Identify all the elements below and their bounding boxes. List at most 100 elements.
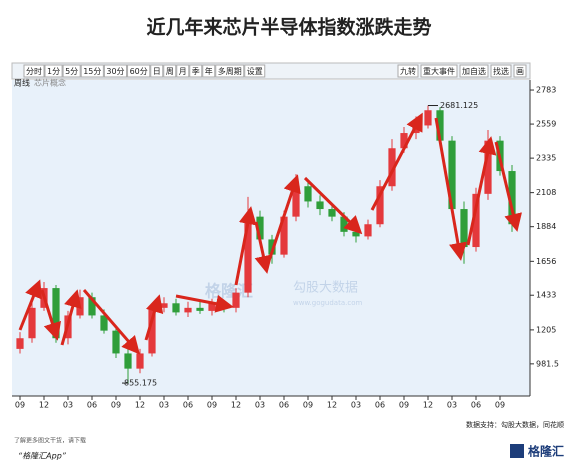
candle-body — [400, 133, 408, 149]
chart-title: 近几年来芯片半导体指数涨跌走势 — [146, 16, 431, 39]
toolbar-label: 年 — [205, 66, 213, 76]
toolbar-button[interactable] — [490, 64, 512, 78]
y-tick-label: 1884 — [536, 222, 556, 231]
toolbar-button[interactable] — [244, 64, 266, 78]
toolbar-button[interactable] — [189, 64, 203, 78]
arrow — [18, 279, 42, 331]
x-tick-label: 06 — [279, 401, 289, 410]
x-tick-label: 03 — [447, 401, 457, 410]
candle-body — [148, 307, 156, 354]
candle-body — [124, 353, 132, 369]
toolbar-button[interactable] — [103, 64, 128, 78]
min-label: 855.175 — [124, 379, 157, 388]
y-tick-label: 1656 — [536, 257, 556, 266]
x-tick-label: 12 — [423, 401, 433, 410]
candle-body — [112, 330, 120, 354]
arrow — [82, 289, 140, 355]
x-tick-label: 06 — [87, 401, 97, 410]
candle-body — [232, 292, 240, 308]
toolbar-button[interactable] — [150, 64, 164, 78]
candle-body — [280, 216, 288, 255]
x-tick-label: 06 — [375, 401, 385, 410]
candle-body — [136, 353, 144, 369]
toolbar-button[interactable] — [176, 64, 190, 78]
toolbar-button[interactable] — [420, 64, 458, 78]
toolbar-label: 30分 — [106, 67, 124, 76]
candle-body — [100, 315, 108, 331]
logo-icon — [510, 444, 524, 458]
arrows — [18, 112, 522, 355]
watermark: 格隆汇 勾股大数据 www.gogudata.com — [205, 281, 362, 308]
toolbar-button[interactable] — [397, 64, 419, 78]
toolbar-button[interactable] — [23, 64, 45, 78]
x-tick-label: 03 — [63, 401, 73, 410]
candle-body — [376, 186, 384, 225]
toolbar-label: 找选 — [493, 66, 509, 76]
y-tick-label: 1433 — [536, 291, 556, 300]
candle-body — [508, 171, 516, 225]
arrow — [268, 174, 301, 259]
toolbar-label: 15分 — [83, 67, 101, 76]
toolbar-button[interactable] — [127, 64, 151, 78]
plot-area — [12, 80, 530, 396]
candle-body — [16, 338, 24, 349]
y-tick-label: 2783 — [536, 86, 556, 95]
watermark-text: 勾股大数据 — [293, 281, 358, 296]
arrow — [494, 141, 522, 232]
arrow — [40, 289, 62, 341]
source: 数据支持：勾股大数据，同花顺 — [466, 420, 564, 429]
candle-body — [28, 307, 36, 339]
arrow — [254, 221, 273, 274]
toolbar-button[interactable] — [62, 64, 81, 78]
candle-body — [172, 303, 180, 313]
candle-body — [388, 148, 396, 187]
x-tick-label: 12 — [39, 401, 49, 410]
arrow — [234, 206, 257, 286]
candle-body — [196, 307, 204, 311]
toolbar-button[interactable] — [163, 64, 177, 78]
x-tick-label: 09 — [15, 401, 25, 410]
x-tick-label: 06 — [471, 401, 481, 410]
candle-body — [352, 231, 360, 237]
toolbar-label: 九转 — [400, 66, 416, 76]
toolbar-button[interactable] — [44, 64, 63, 78]
toolbar-label: 60分 — [130, 67, 148, 76]
arrow — [144, 294, 164, 341]
toolbar-button[interactable] — [459, 64, 489, 78]
x-tick-label: 09 — [399, 401, 409, 410]
candle-body — [448, 140, 456, 210]
toolbar-button[interactable] — [202, 64, 216, 78]
x-tick-label: 12 — [135, 401, 145, 410]
toolbar-button[interactable] — [215, 64, 245, 78]
candle-body — [244, 216, 252, 293]
toolbar-button[interactable] — [80, 64, 104, 78]
toolbar-label: 画 — [516, 67, 524, 76]
arrow — [466, 136, 497, 246]
candle-body — [184, 307, 192, 313]
footer-app: “格隆汇App” — [18, 452, 67, 461]
x-tick-label: 03 — [255, 401, 265, 410]
max-label: 2681.125 — [440, 101, 478, 110]
x-tick-label: 09 — [207, 401, 217, 410]
candle-body — [424, 110, 432, 126]
x-tick-label: 09 — [303, 401, 313, 410]
candle-body — [472, 193, 480, 248]
toolbar-button[interactable] — [513, 64, 527, 78]
candle-body — [160, 303, 168, 308]
candle-body — [436, 110, 444, 141]
toolbar-label: 季 — [192, 66, 200, 76]
candle-body — [88, 297, 96, 316]
x-tick-label: 03 — [351, 401, 361, 410]
x-tick-label: 12 — [327, 401, 337, 410]
legend-period: 周线 — [14, 78, 30, 88]
toolbar-label: 分时 — [26, 66, 42, 76]
candle-body — [304, 186, 312, 202]
arrow — [303, 176, 363, 235]
footer-note: 了解更多图文干货，请下载 — [14, 437, 86, 445]
y-tick-label: 1205 — [536, 325, 556, 334]
candle-body — [52, 288, 60, 339]
y-tick-label: 981.5 — [536, 359, 559, 368]
toolbar-label: 日 — [153, 67, 161, 76]
